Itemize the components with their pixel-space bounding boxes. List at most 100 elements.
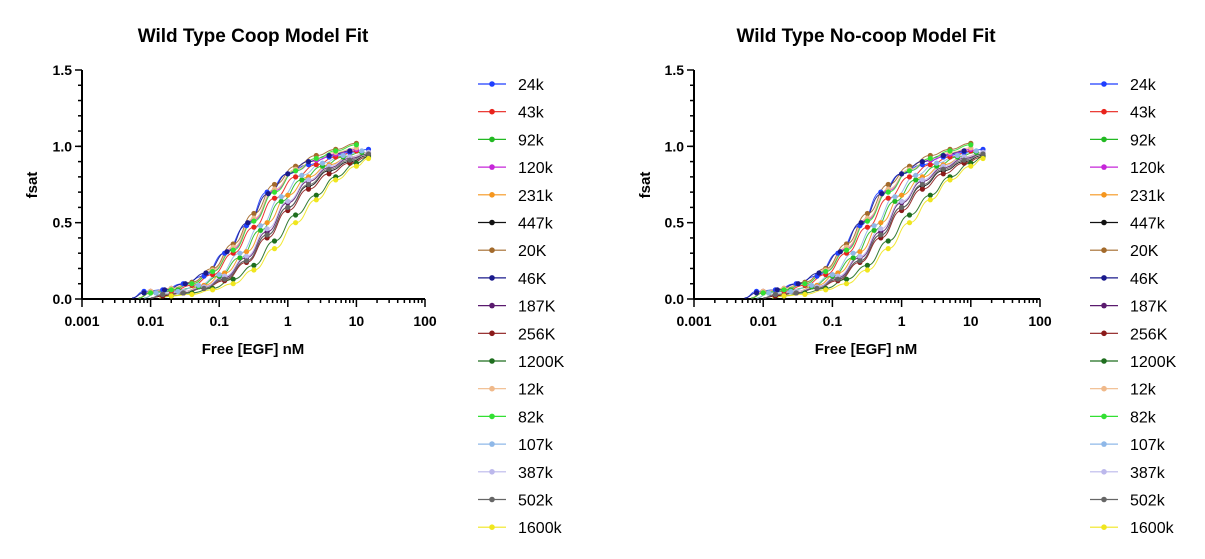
x-tick-label: 0.01 — [137, 313, 164, 329]
data-point-1600k — [189, 291, 195, 297]
data-point-43k — [251, 224, 257, 230]
data-point-1600k — [864, 267, 871, 273]
data-point-107k — [913, 172, 919, 178]
legend-label: 46K — [1130, 271, 1159, 288]
data-point-1600k — [210, 287, 216, 293]
data-point-82k — [781, 287, 787, 293]
fit-curves — [131, 142, 369, 299]
data-point-107k — [934, 160, 940, 166]
legend-marker — [489, 441, 495, 447]
legend-marker — [1101, 219, 1107, 226]
data-point-82k — [802, 281, 808, 287]
legend-marker — [489, 164, 495, 170]
data-point-1600k — [802, 291, 808, 297]
legend-label: 82k — [1130, 409, 1157, 426]
data-point-502k — [347, 157, 353, 163]
data-point-43k — [313, 162, 319, 168]
data-point-46K — [224, 249, 230, 255]
legend-item-82k: 82k — [478, 409, 545, 426]
legend-label: 187K — [1130, 299, 1168, 316]
data-point-231k — [878, 220, 884, 226]
legend-marker — [1101, 164, 1107, 170]
data-point-1600k — [885, 246, 891, 252]
legend-label: 92k — [518, 132, 545, 149]
x-tick-label: 1 — [898, 313, 906, 329]
data-point-231k — [857, 249, 863, 255]
data-point-1200K — [230, 276, 236, 282]
y-tick-label: 0.5 — [53, 215, 73, 231]
data-point-107k — [809, 282, 815, 288]
legend-item-92k: 92k — [478, 132, 545, 149]
axis-ticks: 0.0 0.5 1.0 1.5 0.001 0.01 0.1 1 10 100 — [53, 62, 437, 329]
legend-label: 187K — [518, 299, 556, 316]
data-point-502k — [857, 258, 863, 264]
x-axis-label: Free [EGF] nM — [202, 341, 305, 358]
data-point-82k — [210, 268, 216, 275]
data-point-107k — [829, 272, 836, 278]
data-point-502k — [878, 232, 884, 238]
legend-marker — [1101, 330, 1107, 337]
legend-item-120k: 120k — [478, 160, 554, 177]
data-point-107k — [340, 152, 346, 159]
data-points — [753, 140, 986, 299]
data-point-502k — [365, 151, 372, 157]
legend-label: 1200K — [1130, 354, 1177, 371]
legend-label: 502k — [1130, 493, 1166, 510]
data-point-82k — [947, 148, 953, 154]
legend-item-24k: 24k — [478, 77, 545, 94]
data-point-256K — [940, 171, 946, 177]
data-point-82k — [293, 168, 299, 174]
data-point-502k — [243, 258, 250, 264]
legend-label: 107k — [1130, 437, 1166, 454]
legend-label: 24k — [518, 77, 545, 94]
y-tick-label: 0.0 — [53, 291, 73, 307]
legend-marker — [489, 192, 495, 198]
legend-label: 1600k — [1130, 520, 1175, 537]
data-point-107k — [766, 290, 772, 296]
legend-item-502k: 502k — [478, 493, 554, 510]
data-point-92k — [237, 255, 243, 261]
data-point-46K — [285, 171, 291, 177]
data-point-46K — [141, 290, 147, 296]
fit-curve-24k — [131, 148, 369, 299]
y-tick-label: 1.5 — [53, 62, 73, 78]
legend-item-1600k: 1600k — [1090, 520, 1175, 537]
legend: 24k 43k 92k 120k 231k 447k 20K 46K 187K 256K 1200K… — [1090, 77, 1177, 537]
data-point-82k — [251, 218, 257, 224]
data-point-502k — [264, 232, 270, 238]
legend-item-43k: 43k — [1090, 105, 1157, 122]
data-point-502k — [919, 181, 926, 188]
legend-label: 92k — [1130, 132, 1157, 149]
data-point-92k — [257, 227, 264, 233]
axis-ticks: 0.0 0.5 1.0 1.5 0.001 0.01 0.1 1 10 100 — [665, 62, 1052, 329]
data-point-1600k — [333, 177, 339, 183]
data-point-82k — [189, 281, 195, 287]
legend-item-107k: 107k — [1090, 437, 1166, 454]
data-point-43k — [906, 174, 913, 180]
data-point-1600k — [313, 197, 319, 203]
data-point-92k — [892, 198, 898, 204]
legend-label: 43k — [518, 105, 545, 122]
data-point-46K — [837, 249, 843, 255]
data-point-387k — [878, 226, 884, 232]
legend-item-20K: 20K — [1090, 243, 1159, 260]
data-point-46K — [326, 152, 332, 159]
data-point-43k — [271, 195, 278, 201]
data-point-502k — [793, 290, 799, 296]
data-points — [141, 140, 372, 299]
data-point-1600k — [823, 287, 829, 293]
data-point-1600k — [968, 163, 974, 169]
y-tick-label: 0.0 — [665, 291, 685, 307]
data-point-82k — [864, 218, 871, 224]
data-point-1600k — [365, 155, 372, 162]
legend-item-120k: 120k — [1090, 160, 1166, 177]
x-tick-label: 10 — [963, 313, 979, 329]
legend-item-12k: 12k — [1090, 382, 1157, 399]
legend-marker — [1101, 302, 1107, 309]
data-point-107k — [319, 160, 326, 166]
data-point-46K — [203, 270, 209, 276]
legend-label: 46K — [518, 271, 547, 288]
data-point-387k — [899, 198, 905, 204]
data-point-46K — [265, 191, 271, 197]
